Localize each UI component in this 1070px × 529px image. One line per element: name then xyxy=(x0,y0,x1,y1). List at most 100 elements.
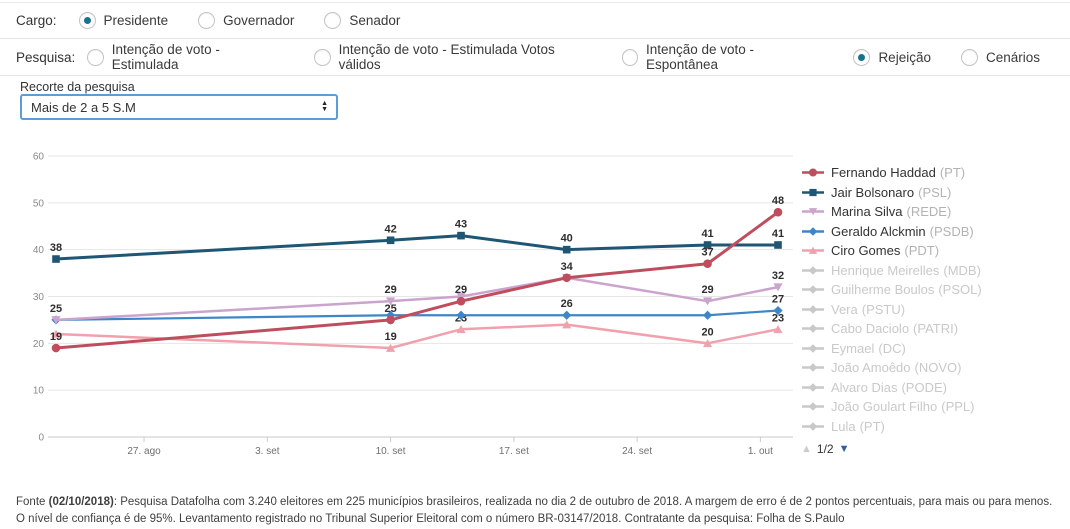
radio-dot xyxy=(966,54,973,61)
legend-item-vera[interactable]: Vera(PSTU) xyxy=(801,300,1066,320)
legend-item-fernando-haddad[interactable]: Fernando Haddad(PT) xyxy=(801,163,1066,183)
data-point-marker[interactable] xyxy=(563,246,571,254)
data-point-label: 25 xyxy=(50,303,62,315)
radio-unselected-icon[interactable] xyxy=(198,12,215,29)
series-line-jair-bolsonaro[interactable] xyxy=(56,236,778,259)
chart-legend: Fernando Haddad(PT) Jair Bolsonaro (PSL) Ma… xyxy=(801,163,1066,460)
data-point-marker[interactable] xyxy=(703,259,712,268)
radio-unselected-icon[interactable] xyxy=(622,49,638,66)
legend-item-marina-silva[interactable]: Marina Silva(REDE) xyxy=(801,202,1066,222)
data-point-marker[interactable] xyxy=(386,316,395,325)
legend-candidate-name: João Goulart Filho xyxy=(831,399,937,414)
legend-item-lula[interactable]: Lula(PT) xyxy=(801,417,1066,437)
legend-item-henrique-meirelles[interactable]: Henrique Meirelles(MDB) xyxy=(801,261,1066,281)
data-point-marker[interactable] xyxy=(52,344,61,353)
series-line-fernando-haddad[interactable] xyxy=(56,212,778,348)
legend-party-name: (PSL) xyxy=(918,185,951,200)
data-point-label: 40 xyxy=(561,233,573,245)
legend-party-name: (PPL) xyxy=(941,399,974,414)
legend-pagination: ▲ 1/2 ▼ xyxy=(801,438,1066,460)
legend-item-cabo-daciolo[interactable]: Cabo Daciolo (PATRI) xyxy=(801,319,1066,339)
legend-item-ciro-gomes[interactable]: Ciro Gomes(PDT) xyxy=(801,241,1066,261)
radio-label: Cenários xyxy=(986,50,1040,65)
data-point-marker[interactable] xyxy=(387,237,395,245)
radio-pesquisa-2[interactable]: Intenção de voto - Espontânea xyxy=(622,42,824,72)
legend-candidate-name: Marina Silva xyxy=(831,204,903,219)
legend-candidate-name: Geraldo Alckmin xyxy=(831,224,926,239)
radio-cargo-1[interactable]: Governador xyxy=(198,12,294,29)
data-point-marker[interactable] xyxy=(703,311,712,320)
y-tick-label: 50 xyxy=(33,198,45,209)
legend-item-guilherme-boulos[interactable]: Guilherme Boulos(PSOL) xyxy=(801,280,1066,300)
y-tick-label: 10 xyxy=(33,386,45,397)
legend-item-jair-bolsonaro[interactable]: Jair Bolsonaro (PSL) xyxy=(801,183,1066,203)
legend-candidate-name: Jair Bolsonaro xyxy=(831,185,914,200)
legend-party-name: (PATRI) xyxy=(913,321,958,336)
radio-label: Intenção de voto - Estimulada xyxy=(112,42,284,72)
legend-marker-icon xyxy=(801,167,825,178)
data-point-label: 29 xyxy=(701,284,713,296)
data-point-marker[interactable] xyxy=(774,241,782,249)
data-point-label: 27 xyxy=(772,294,784,306)
data-point-label: 26 xyxy=(561,298,573,310)
radio-cargo-2[interactable]: Senador xyxy=(324,12,400,29)
radio-label: Intenção de voto - Espontânea xyxy=(646,42,823,72)
recorte-select[interactable]: Mais de 2 a 5 S.M ▲▼ xyxy=(20,94,338,120)
radio-pesquisa-0[interactable]: Intenção de voto - Estimulada xyxy=(87,42,284,72)
legend-candidate-name: Cabo Daciolo xyxy=(831,321,909,336)
data-point-marker[interactable] xyxy=(457,232,465,240)
legend-party-name: (PODE) xyxy=(901,380,947,395)
x-tick-label: 27. ago xyxy=(127,446,161,457)
y-tick-label: 40 xyxy=(33,245,45,256)
legend-candidate-name: João Amoêdo xyxy=(831,360,911,375)
data-point-label: 29 xyxy=(384,284,396,296)
x-tick-label: 10. set xyxy=(376,446,406,457)
data-point-label: 19 xyxy=(50,331,62,343)
data-point-label: 32 xyxy=(772,270,784,282)
legend-candidate-name: Alvaro Dias xyxy=(831,380,897,395)
legend-page-up-icon[interactable]: ▲ xyxy=(801,443,812,455)
legend-marker-icon xyxy=(801,382,825,393)
radio-label: Intenção de voto - Estimulada Votos váli… xyxy=(339,42,592,72)
radio-pesquisa-4[interactable]: Cenários xyxy=(961,42,1040,72)
radio-unselected-icon[interactable] xyxy=(961,49,978,66)
radio-unselected-icon[interactable] xyxy=(87,49,103,66)
legend-party-name: (PSDB) xyxy=(930,224,974,239)
series-line-ciro-gomes[interactable] xyxy=(56,325,778,348)
data-point-label: 41 xyxy=(701,228,713,240)
radio-selected-icon[interactable] xyxy=(79,12,96,29)
radio-label: Presidente xyxy=(104,13,169,28)
x-tick-label: 17. set xyxy=(499,446,529,457)
data-point-label: 29 xyxy=(455,284,467,296)
radio-unselected-icon[interactable] xyxy=(314,49,330,66)
legend-item-eymael[interactable]: Eymael(DC) xyxy=(801,339,1066,359)
data-point-marker[interactable] xyxy=(774,208,783,217)
data-point-marker[interactable] xyxy=(457,297,466,306)
legend-page-down-icon[interactable]: ▼ xyxy=(839,443,850,455)
data-point-label: 19 xyxy=(384,331,396,343)
legend-marker-icon xyxy=(801,206,825,217)
data-point-marker[interactable] xyxy=(562,311,571,320)
data-point-marker[interactable] xyxy=(562,273,571,282)
radio-unselected-icon[interactable] xyxy=(324,12,341,29)
data-point-label: 37 xyxy=(701,247,713,259)
radio-pesquisa-1[interactable]: Intenção de voto - Estimulada Votos váli… xyxy=(314,42,591,72)
legend-item-geraldo-alckmin[interactable]: Geraldo Alckmin (PSDB) xyxy=(801,222,1066,242)
data-point-label: 20 xyxy=(701,326,713,338)
divider-line xyxy=(0,75,1070,76)
legend-item-alvaro-dias[interactable]: Alvaro Dias (PODE) xyxy=(801,378,1066,398)
legend-party-name: (PSOL) xyxy=(938,282,981,297)
divider-line xyxy=(0,38,1070,39)
radio-pesquisa-3[interactable]: Rejeição xyxy=(853,42,931,72)
radio-dot xyxy=(92,54,99,61)
radio-cargo-0[interactable]: Presidente xyxy=(79,12,169,29)
legend-item-joão-amoêdo[interactable]: João Amoêdo(NOVO) xyxy=(801,358,1066,378)
legend-page-indicator: 1/2 xyxy=(817,442,834,456)
data-point-marker[interactable] xyxy=(52,255,60,263)
legend-item-joão-goulart-filho[interactable]: João Goulart Filho (PPL) xyxy=(801,397,1066,417)
legend-marker-icon xyxy=(801,304,825,315)
legend-marker-icon xyxy=(801,343,825,354)
radio-selected-icon[interactable] xyxy=(853,49,870,66)
